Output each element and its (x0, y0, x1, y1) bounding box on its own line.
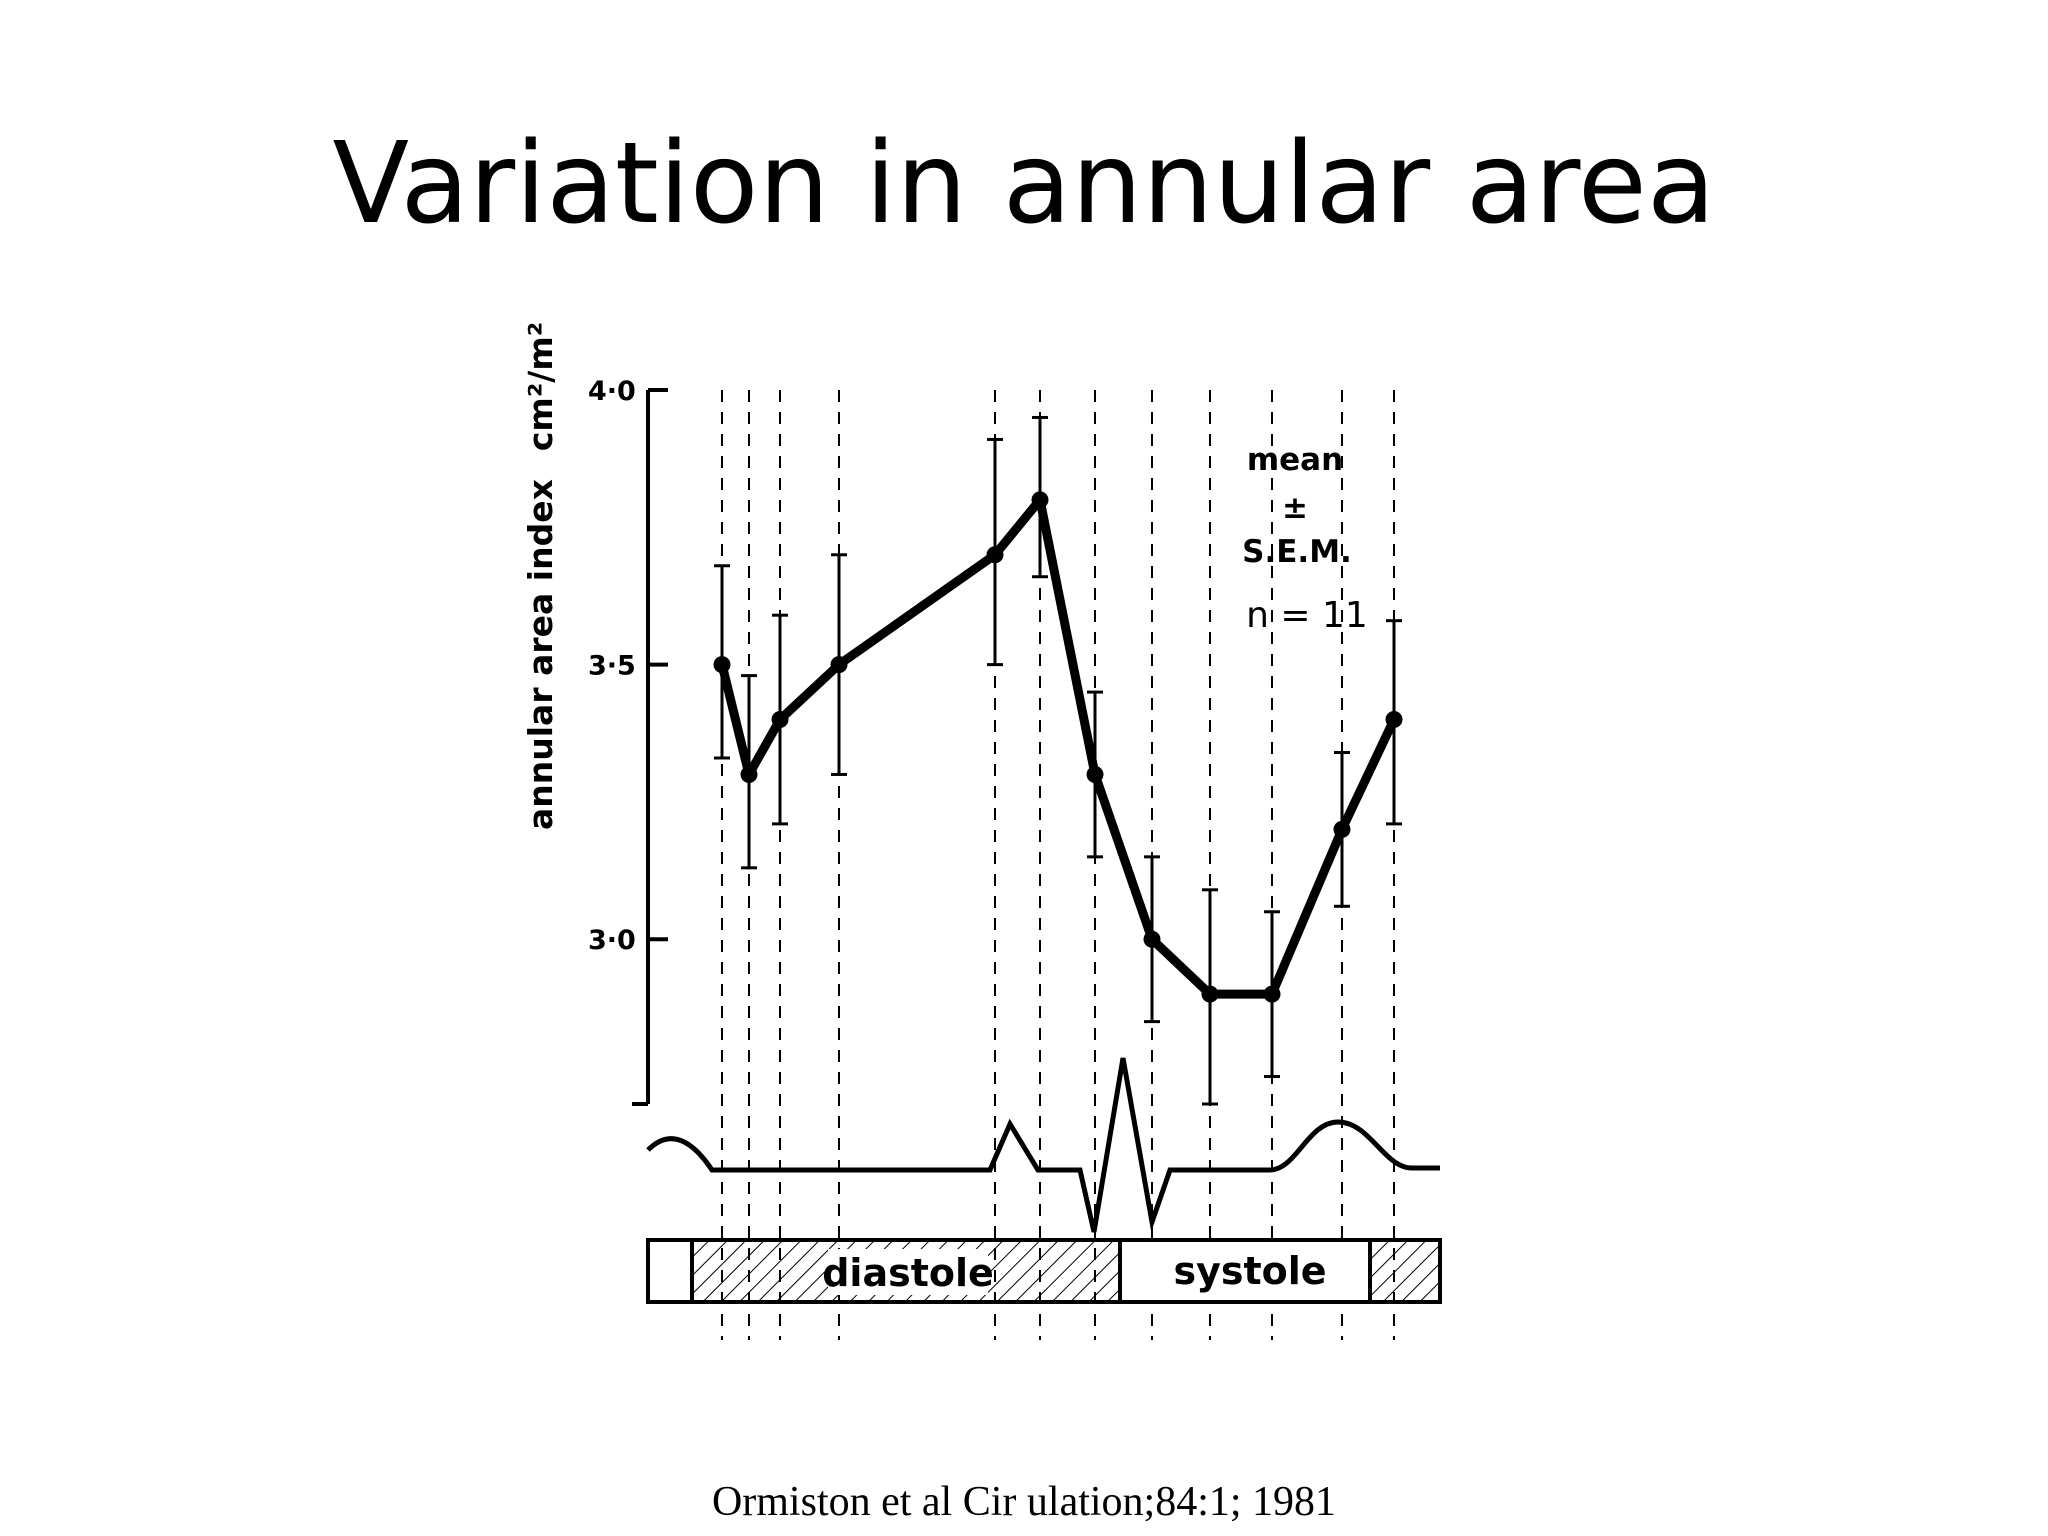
data-point-7 (1143, 930, 1161, 948)
citation: Ormiston et al Cir ulation;84:1; 1981 (711, 1479, 1337, 1525)
y-tick-label-0: 4·0 (588, 376, 636, 407)
data-point-4 (986, 546, 1004, 564)
ecg-trace (646, 1057, 1440, 1233)
data-point-3 (830, 656, 848, 674)
data-point-8 (1201, 985, 1219, 1003)
legend-plusminus: ± (1282, 490, 1308, 526)
slide-title: Variation in annular area (332, 119, 1716, 249)
mean-line (717, 495, 1399, 999)
phase-segment-blank (646, 1238, 694, 1304)
phase-bar: diastole systole (646, 1238, 1442, 1304)
data-point-6 (1086, 765, 1104, 783)
data-point-10 (1333, 820, 1351, 838)
data-point-1 (740, 765, 758, 783)
y-ticks: 4·0 3·5 3·0 (588, 376, 668, 1106)
data-point-0 (713, 656, 731, 674)
legend-sem: S.E.M. (1242, 534, 1352, 570)
legend-mean: mean (1247, 442, 1343, 478)
data-point-2 (771, 711, 789, 729)
legend: mean ± S.E.M. n = 11 (1242, 442, 1368, 636)
phase-segment-hatched-end (1368, 1238, 1442, 1304)
y-tick-label-1: 3·5 (588, 651, 636, 682)
phase-label-diastole: diastole (822, 1251, 994, 1295)
legend-n: n = 11 (1246, 595, 1368, 636)
data-point-5 (1031, 491, 1049, 509)
y-tick-label-2: 3·0 (588, 925, 636, 956)
vertical-gridlines (721, 390, 1395, 1340)
phase-label-systole: systole (1173, 1249, 1326, 1293)
y-axis-label: annular area indexcm²/m² (521, 322, 560, 830)
phase-segment-systole (1118, 1238, 1372, 1304)
data-point-9 (1263, 985, 1281, 1003)
data-points (713, 491, 1403, 1003)
data-point-11 (1385, 711, 1403, 729)
